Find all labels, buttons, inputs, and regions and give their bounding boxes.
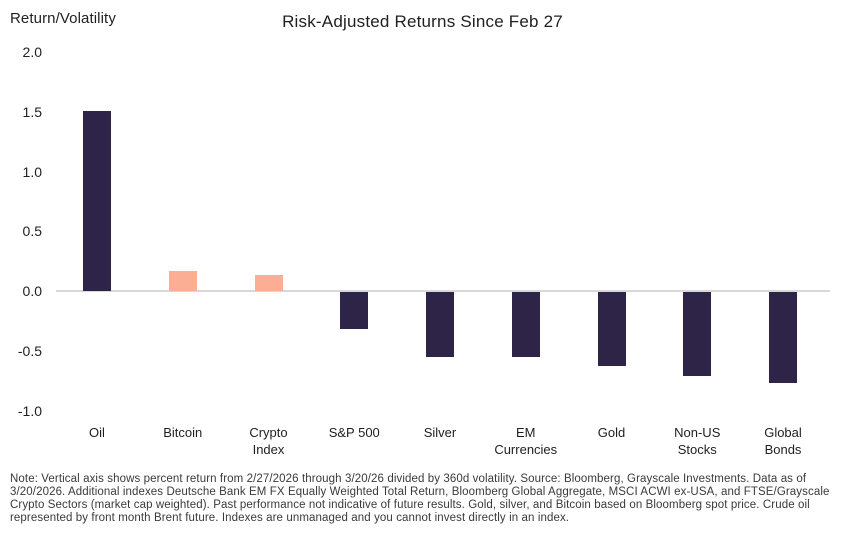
bar-gold — [597, 292, 626, 367]
footnote-text: Note: Vertical axis shows percent return… — [10, 473, 830, 524]
x-category-label: S&P 500 — [328, 425, 380, 440]
x-category-label: Silver — [423, 425, 457, 440]
bar-non-us-stocks — [683, 292, 712, 376]
y-axis-unit-label: Return/Volatility — [10, 10, 116, 27]
x-category-label: Crypto Index — [249, 425, 288, 457]
x-category-label: EM Currencies — [494, 425, 558, 457]
x-category-label: Global Bonds — [764, 425, 802, 457]
bar-crypto-index — [254, 275, 283, 291]
zero-axis-line — [56, 290, 830, 292]
x-category-label: Non-US Stocks — [674, 425, 721, 457]
bar-s-p-500 — [340, 292, 369, 330]
bar-bitcoin — [168, 270, 197, 291]
y-tick-label: 1.5 — [22, 103, 42, 120]
y-tick-label: -0.5 — [17, 342, 42, 359]
bar-silver — [426, 292, 454, 357]
x-category-label: Oil — [89, 425, 105, 440]
y-tick-label: 2.0 — [22, 44, 42, 60]
y-tick-label: 0.5 — [22, 223, 42, 240]
bar-em-currencies — [511, 292, 540, 357]
x-category-label: Bitcoin — [163, 425, 203, 440]
y-tick-label: 0.0 — [22, 283, 42, 299]
bar-global-bonds — [769, 292, 797, 383]
x-category-label: Gold — [597, 425, 626, 440]
y-tick-label: -1.0 — [17, 402, 42, 419]
bar-oil — [83, 110, 111, 291]
y-tick-label: 1.0 — [22, 163, 42, 180]
chart-title: Risk-Adjusted Returns Since Feb 27 — [282, 12, 563, 31]
